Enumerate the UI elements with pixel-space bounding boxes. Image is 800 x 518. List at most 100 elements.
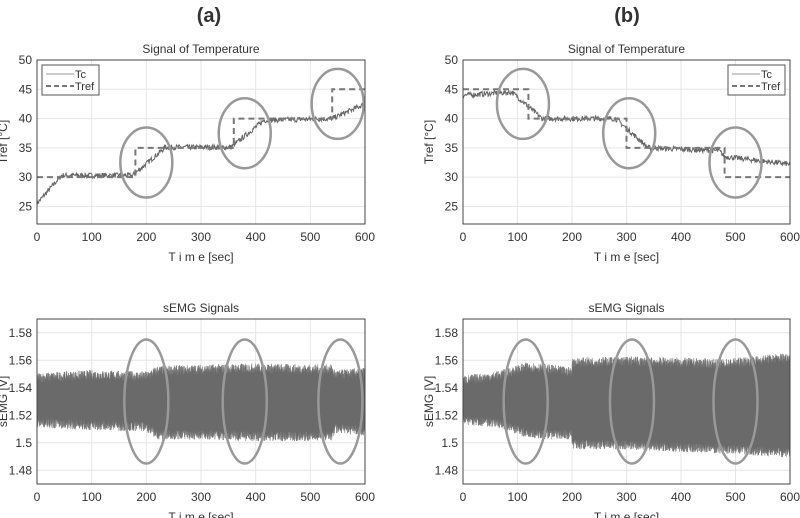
x-tick-label: 300 — [191, 490, 211, 504]
x-tick-label: 200 — [562, 230, 582, 244]
x-axis-label: T i m e [sec] — [594, 250, 659, 264]
y-tick-label: 1.5 — [441, 436, 458, 450]
x-tick-label: 0 — [460, 490, 467, 504]
x-tick-label: 400 — [246, 230, 266, 244]
y-axis-label: sEMG [V] — [422, 376, 436, 427]
series-line-tc — [37, 102, 365, 207]
plot-content — [37, 67, 365, 207]
x-axis-label: T i m e [sec] — [594, 510, 659, 518]
y-tick-label: 1.54 — [435, 381, 459, 395]
x-tick-label: 0 — [34, 490, 41, 504]
highlight-ellipse — [608, 338, 656, 465]
legend-box — [41, 64, 100, 96]
y-tick-label: 1.5 — [15, 436, 32, 450]
y-tick-label: 30 — [19, 170, 33, 184]
chart-title: Signal of Temperature — [142, 42, 260, 56]
subplot-4: 0 100 200 300 400 500 600 1.48 1.5 1.52 1.54 1.56 1.… — [422, 301, 800, 518]
x-tick-label: 200 — [136, 230, 156, 244]
x-tick-label: 600 — [355, 230, 375, 244]
x-tick-label: 300 — [616, 230, 636, 244]
panel-label-a: (a) — [197, 5, 221, 27]
x-tick-label: 400 — [671, 490, 691, 504]
x-tick-label: 200 — [562, 490, 582, 504]
highlight-ellipse — [601, 96, 657, 170]
chart-title: sEMG Signals — [163, 301, 239, 315]
plot-content — [463, 338, 790, 465]
x-tick-label: 300 — [616, 490, 636, 504]
y-tick-label: 30 — [445, 170, 459, 184]
highlight-ellipse — [712, 338, 759, 465]
y-tick-label: 35 — [445, 141, 459, 155]
y-tick-label: 1.58 — [9, 326, 33, 340]
x-tick-label: 600 — [355, 490, 375, 504]
y-axis-label: Tref [°C] — [422, 120, 436, 164]
y-tick-label: 25 — [19, 199, 33, 213]
highlight-ellipse — [123, 338, 170, 465]
axes-frame — [36, 318, 366, 485]
y-tick-label: 1.56 — [9, 353, 33, 367]
plot-content — [463, 67, 790, 199]
y-tick-label: 25 — [445, 199, 459, 213]
semg-signal — [37, 363, 365, 442]
series-line-tref — [37, 88, 365, 179]
y-tick-label: 1.58 — [435, 326, 459, 340]
x-tick-label: 500 — [300, 490, 320, 504]
highlight-ellipse — [119, 126, 174, 199]
y-tick-label: 1.48 — [435, 463, 459, 477]
highlight-ellipse — [221, 338, 268, 465]
subplot-3: 0 100 200 300 400 500 600 1.48 1.5 1.52 1.54 1.56 1.… — [0, 301, 375, 518]
y-tick-label: 40 — [445, 112, 459, 126]
subplot-1: 0 100 200 300 400 500 600 25 30 35 40 45 50 Signal of… — [0, 42, 375, 264]
x-axis-label: T i m e [sec] — [168, 250, 233, 264]
x-tick-label: 500 — [300, 230, 320, 244]
subplot-2: 0 100 200 300 400 500 600 25 30 35 40 45 50 Signal of… — [422, 42, 800, 264]
y-tick-label: 1.48 — [9, 463, 33, 477]
y-axis-label: Tref [°C] — [0, 120, 10, 164]
y-tick-label: 1.54 — [9, 381, 33, 395]
legend-label-tref: Tref — [761, 81, 781, 93]
x-tick-label: 100 — [82, 490, 102, 504]
x-tick-label: 400 — [671, 230, 691, 244]
x-axis-label: T i m e [sec] — [168, 510, 233, 518]
y-tick-label: 45 — [445, 82, 459, 96]
y-tick-label: 50 — [19, 53, 33, 67]
plot-content — [37, 338, 365, 465]
highlight-ellipse — [495, 67, 551, 141]
axes-frame — [36, 59, 366, 225]
x-tick-label: 300 — [191, 230, 211, 244]
x-tick-label: 100 — [82, 230, 102, 244]
highlight-ellipse — [708, 126, 763, 199]
y-tick-label: 35 — [19, 141, 33, 155]
y-tick-label: 1.56 — [435, 353, 459, 367]
highlight-ellipse — [317, 338, 364, 465]
chart-title: sEMG Signals — [588, 301, 664, 315]
x-tick-label: 500 — [725, 490, 745, 504]
y-axis-label: sEMG [V] — [0, 376, 10, 427]
x-tick-label: 500 — [725, 230, 745, 244]
axes-frame — [462, 59, 791, 225]
highlight-ellipse — [310, 67, 365, 141]
highlight-ellipse — [502, 338, 549, 465]
panel-label-b: (b) — [614, 5, 640, 27]
legend-label-tc: Tc — [761, 69, 773, 81]
x-tick-label: 400 — [246, 490, 266, 504]
series-line-tref — [463, 88, 790, 179]
x-tick-label: 600 — [780, 490, 800, 504]
chart-title: Signal of Temperature — [568, 42, 686, 56]
y-tick-label: 50 — [445, 53, 459, 67]
legend-box — [727, 64, 786, 96]
x-tick-label: 0 — [34, 230, 41, 244]
x-tick-label: 200 — [136, 490, 156, 504]
y-tick-label: 45 — [19, 82, 33, 96]
y-tick-label: 40 — [19, 112, 33, 126]
y-tick-label: 1.52 — [9, 408, 33, 422]
legend-label-tref: Tref — [75, 81, 95, 93]
x-tick-label: 600 — [780, 230, 800, 244]
x-tick-label: 100 — [507, 230, 527, 244]
highlight-ellipse — [217, 96, 272, 170]
axes-frame — [462, 318, 791, 485]
